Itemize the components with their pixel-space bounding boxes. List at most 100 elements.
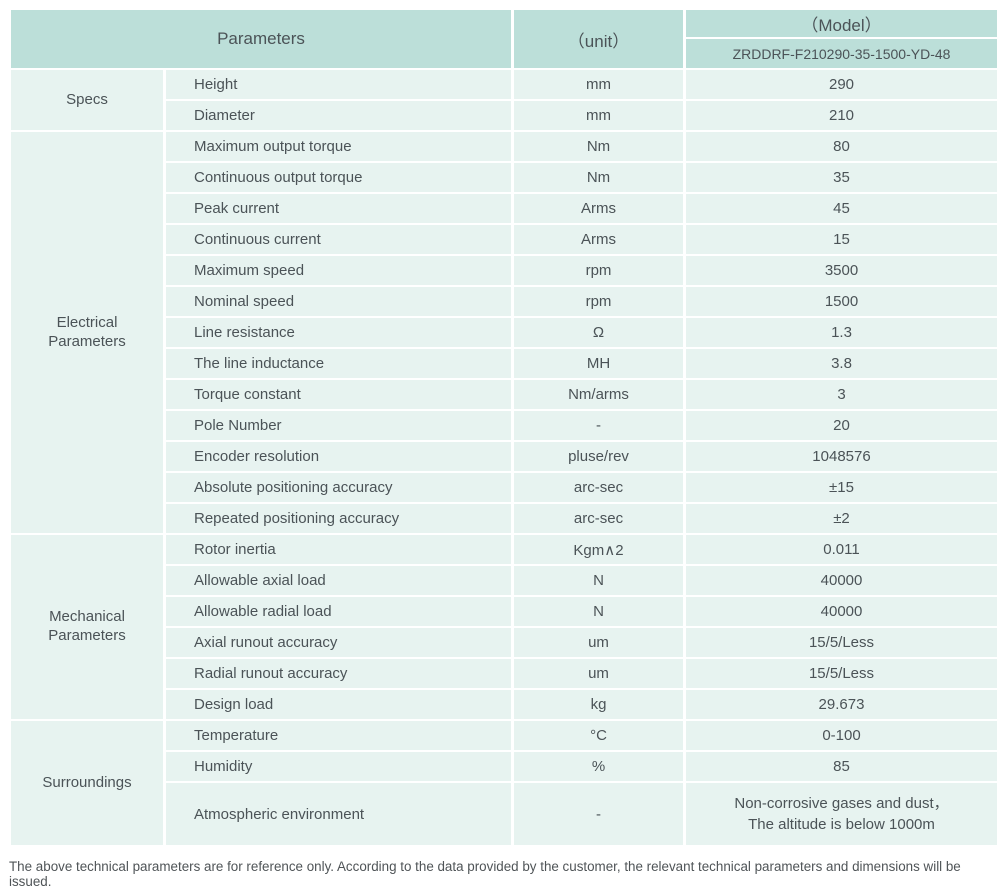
group-cell-surroundings: Surroundings: [8, 719, 166, 847]
param-name-cell: Design load: [163, 688, 514, 721]
param-name-cell: Diameter: [163, 99, 514, 132]
param-name-cell: Atmospheric environment: [163, 781, 514, 847]
value-cell: 85: [683, 750, 999, 783]
unit-cell: N: [511, 564, 686, 597]
table-row: Nominal speed rpm 1500: [10, 285, 999, 318]
param-name-cell: Temperature: [163, 719, 514, 752]
value-cell: 210: [683, 99, 999, 132]
value-cell: ±15: [683, 471, 999, 504]
unit-cell: %: [511, 750, 686, 783]
unit-cell: N: [511, 595, 686, 628]
table-row: Maximum speed rpm 3500: [10, 254, 999, 287]
table-row: Line resistance Ω 1.3: [10, 316, 999, 349]
value-cell: 3.8: [683, 347, 999, 380]
table-row: Diameter mm 210: [10, 99, 999, 132]
table-row: Atmospheric environment - Non-corrosive ga…: [10, 781, 999, 847]
table-row: Specs Height mm 290: [8, 68, 999, 132]
param-name-cell: Allowable radial load: [163, 595, 514, 628]
param-name-cell: Height: [163, 68, 514, 101]
table-row: Allowable axial load N 40000: [10, 564, 999, 597]
param-name-cell: Peak current: [163, 192, 514, 225]
unit-cell: Arms: [511, 192, 686, 225]
value-cell: 15/5/Less: [683, 657, 999, 690]
value-cell: 0-100: [683, 719, 999, 752]
param-name-cell: Axial runout accuracy: [163, 626, 514, 659]
table-row: Pole Number -20: [10, 409, 999, 442]
table-row: Repeated positioning accuracy arc-sec ±2: [10, 502, 999, 535]
unit-cell: Ω: [511, 316, 686, 349]
param-name-cell: Maximum output torque: [163, 130, 514, 163]
model-header-cell: （Model）: [683, 8, 999, 39]
table-row: Design load kg 29.673: [10, 688, 999, 721]
unit-cell: -: [511, 409, 686, 442]
value-cell: 20: [683, 409, 999, 442]
param-name-cell: Pole Number: [163, 409, 514, 442]
param-name-cell: Maximum speed: [163, 254, 514, 287]
param-name-cell: Absolute positioning accuracy: [163, 471, 514, 504]
value-cell: 35: [683, 161, 999, 194]
spec-table: Parameters （unit） （Model） ZRDDRF-F210290…: [8, 8, 999, 847]
value-cell: 45: [683, 192, 999, 225]
value-cell: 1.3: [683, 316, 999, 349]
unit-cell: Nm: [511, 130, 686, 163]
unit-cell: -: [511, 781, 686, 847]
param-name-cell: Rotor inertia: [163, 533, 514, 566]
table-row: Mechanical Parameters Rotor inertia Kgm∧2 0…: [8, 533, 999, 721]
table-row: Axial runout accuracy um 15/5/Less: [10, 626, 999, 659]
value-cell: 290: [683, 68, 999, 101]
unit-cell: Nm: [511, 161, 686, 194]
table-row: Radial runout accuracy um 15/5/Less: [10, 657, 999, 690]
parameters-header-cell: Parameters: [8, 8, 514, 70]
table-row: Continuous current Arms 15: [10, 223, 999, 256]
unit-cell: rpm: [511, 285, 686, 318]
header-row-1: Parameters （unit） （Model）: [8, 8, 999, 70]
group-cell-specs: Specs: [8, 68, 166, 132]
unit-cell: um: [511, 657, 686, 690]
spec-table-header: Parameters （unit） （Model） ZRDDRF-F210290…: [8, 8, 999, 70]
table-row: Humidity% 85: [10, 750, 999, 783]
table-row: Electrical Parameters Maximum output torq…: [8, 130, 999, 535]
table-row: Continuous output torque Nm 35: [10, 161, 999, 194]
unit-cell: arc-sec: [511, 471, 686, 504]
value-cell: 3500: [683, 254, 999, 287]
table-row: Allowable radial load N 40000: [10, 595, 999, 628]
value-cell: 40000: [683, 564, 999, 597]
param-name-cell: Allowable axial load: [163, 564, 514, 597]
table-row: Absolute positioning accuracy arc-sec ±15: [10, 471, 999, 504]
value-cell: Non-corrosive gases and dust， The altitu…: [683, 781, 999, 847]
value-cell: 1048576: [683, 440, 999, 473]
value-cell: 40000: [683, 595, 999, 628]
value-cell: 1500: [683, 285, 999, 318]
unit-cell: Arms: [511, 223, 686, 256]
unit-cell: MH: [511, 347, 686, 380]
unit-cell: kg: [511, 688, 686, 721]
value-cell: 80: [683, 130, 999, 163]
param-name-cell: Continuous current: [163, 223, 514, 256]
group-cell-mechanical-parameters: Mechanical Parameters: [8, 533, 166, 721]
unit-cell: mm: [511, 99, 686, 132]
table-row: Surroundings Temperature °C 0-100: [8, 719, 999, 847]
unit-cell: rpm: [511, 254, 686, 287]
value-cell: 15/5/Less: [683, 626, 999, 659]
value-cell: 15: [683, 223, 999, 256]
spec-table-body: Specs Height mm 290 Diameter mm 210 Electrical …: [8, 68, 999, 847]
value-cell: 3: [683, 378, 999, 411]
table-row: The line inductance MH 3.8: [10, 347, 999, 380]
param-name-cell: Continuous output torque: [163, 161, 514, 194]
unit-cell: Nm/arms: [511, 378, 686, 411]
param-name-cell: Nominal speed: [163, 285, 514, 318]
unit-header-cell: （unit）: [511, 8, 686, 70]
param-name-cell: Humidity: [163, 750, 514, 783]
model-number-cell: ZRDDRF-F210290-35-1500-YD-48: [683, 37, 999, 70]
param-name-cell: Encoder resolution: [163, 440, 514, 473]
param-name-cell: The line inductance: [163, 347, 514, 380]
unit-cell: mm: [511, 68, 686, 101]
footer-disclaimer: The above technical parameters are for r…: [9, 859, 961, 889]
table-row: Encoder resolution pluse/rev 1048576: [10, 440, 999, 473]
value-cell: 0.011: [683, 533, 999, 566]
header-row-2: ZRDDRF-F210290-35-1500-YD-48: [10, 37, 999, 70]
table-row: Torque constant Nm/arms 3: [10, 378, 999, 411]
param-name-cell: Line resistance: [163, 316, 514, 349]
param-name-cell: Radial runout accuracy: [163, 657, 514, 690]
